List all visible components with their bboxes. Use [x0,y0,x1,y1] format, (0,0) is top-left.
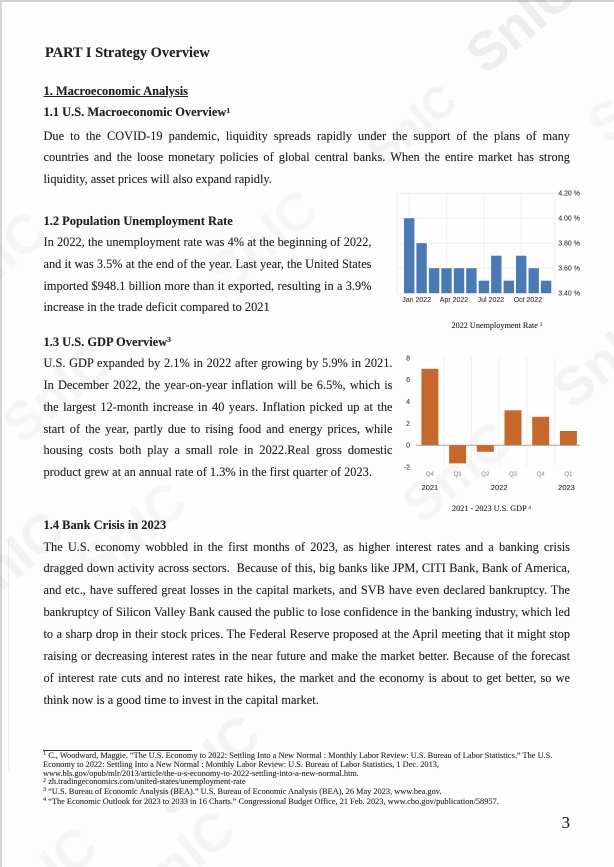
svg-text:Q1: Q1 [564,472,573,478]
svg-text:2023: 2023 [558,483,575,492]
svg-text:Apr 2022: Apr 2022 [440,297,469,304]
svg-text:-2: -2 [404,465,410,472]
svg-text:3.40 %: 3.40 % [558,290,580,297]
svg-text:Q2: Q2 [481,472,490,478]
svg-text:2021: 2021 [422,483,439,492]
svg-text:Q4: Q4 [426,472,435,478]
svg-text:3.60 %: 3.60 % [558,265,580,272]
svg-text:0: 0 [406,442,410,449]
svg-text:Jan 2022: Jan 2022 [402,297,431,304]
svg-text:Q3: Q3 [509,472,518,478]
svg-text:4.00 %: 4.00 % [558,215,580,222]
svg-text:Q1: Q1 [454,472,463,478]
svg-text:8: 8 [406,355,410,362]
svg-text:2: 2 [406,421,410,428]
svg-text:4.20 %: 4.20 % [558,190,580,197]
svg-text:Q4: Q4 [537,472,546,478]
svg-text:Jul 2022: Jul 2022 [478,297,505,304]
svg-text:Oct 2022: Oct 2022 [514,297,543,304]
svg-text:2022: 2022 [491,483,508,492]
svg-text:4: 4 [406,399,410,406]
svg-text:6: 6 [406,377,410,384]
svg-text:3.80 %: 3.80 % [558,240,580,247]
